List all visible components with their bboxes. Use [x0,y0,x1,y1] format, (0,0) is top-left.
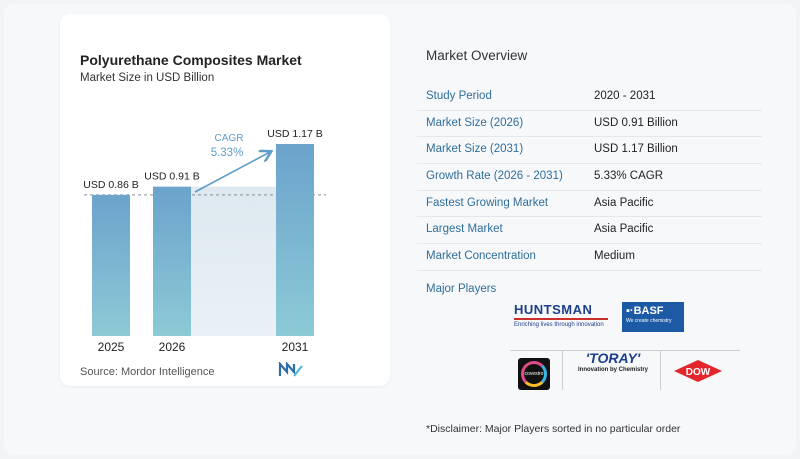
huntsman-logo: HUNTSMAN Enriching lives through innovat… [514,302,608,334]
overview-row-value: 5.33% CAGR [594,170,664,183]
overview-row-label: Growth Rate (2026 - 2031) [426,170,563,183]
cagr-value: 5.33% [211,147,244,159]
data-label-2031: USD 1.17 B [267,128,322,140]
market-overview-title: Market Overview [426,48,528,63]
chart-subtitle: Market Size in USD Billion [80,72,215,84]
tick-label-2031: 2031 [282,340,309,354]
logo-divider [510,350,740,351]
major-players-label: Major Players [426,283,497,295]
overview-row-value: 2020 - 2031 [594,90,656,102]
overview-row-value: Asia Pacific [594,223,654,236]
overview-table: Study Period 2020 - 2031 Market Size (2026… [417,84,762,271]
growth-area [191,186,276,336]
basf-name: ▪·BASF [626,305,664,317]
overview-row: Fastest Growing Market Asia Pacific [417,191,762,218]
toray-logo: 'TORAY' Innovation by Chemistry [577,350,648,373]
bar-2031 [276,144,314,336]
overview-row-label: Market Size (2026) [426,116,524,129]
overview-row: Market Size (2031) USD 1.17 Billion [417,137,762,165]
overview-row-label: Fastest Growing Market [426,196,549,209]
covestro-logo: covestro [518,358,550,390]
dow-logo: DOW [670,358,726,384]
logo-divider [660,350,661,390]
overview-row: Largest Market Asia Pacific [417,217,762,245]
tick-label-2025: 2025 [98,340,125,354]
cagr-label: CAGR [215,133,244,144]
logo-divider [562,350,563,390]
cagr-arrow [194,152,270,193]
svg-text:DOW: DOW [686,367,711,378]
overview-row-value: USD 0.91 Billion [594,116,678,129]
overview-row: Market Concentration Medium [417,244,762,271]
chart-card: Polyurethane Composites Market Market Si… [60,14,390,386]
data-label-2026: USD 0.91 B [144,171,199,183]
data-label-2025: USD 0.86 B [83,179,138,191]
basf-logo: ▪·BASF We create chemistry [622,302,684,332]
overview-row: Market Size (2026) USD 0.91 Billion [417,111,762,138]
overview-row-value: USD 1.17 Billion [594,143,678,156]
tick-label-2026: 2026 [159,340,186,354]
overview-row: Study Period 2020 - 2031 [417,84,762,111]
overview-row-label: Largest Market [426,223,503,236]
overview-row-label: Market Concentration [426,250,536,263]
bar-2026 [153,186,191,336]
overview-row-value: Medium [594,250,635,263]
overview-row-label: Study Period [426,90,492,102]
major-players-logos: HUNTSMAN Enriching lives through innovat… [510,300,740,400]
overview-row-label: Market Size (2031) [426,143,524,156]
disclaimer: *Disclaimer: Major Players sorted in no … [426,423,681,435]
overview-row: Growth Rate (2026 - 2031) 5.33% CAGR [417,164,762,191]
bar-2025 [92,194,130,336]
chart-title: Polyurethane Composites Market [80,52,302,68]
chart-source: Source: Mordor Intelligence [80,366,215,378]
mordor-logo-icon [278,362,303,377]
bar-chart: USD 0.86 B 2025 USD 0.91 B 2026 USD 1.17 B 20… [83,128,326,354]
overview-row-value: Asia Pacific [594,196,654,209]
